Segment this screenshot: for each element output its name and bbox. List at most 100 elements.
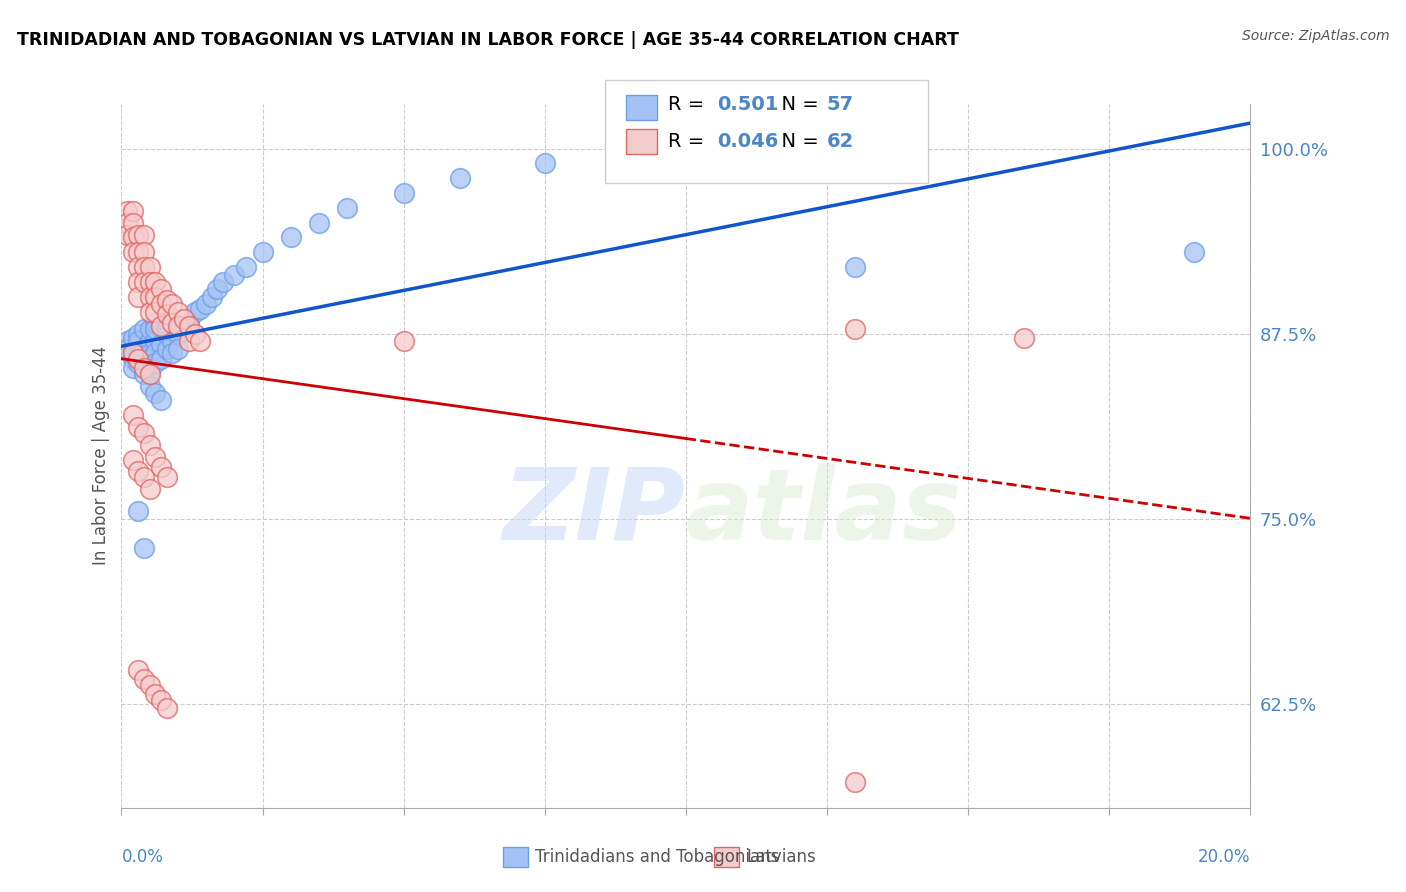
Point: [184, 326, 207, 341]
Point: [121, 216, 143, 230]
Point: [155, 326, 177, 341]
Point: [224, 268, 246, 282]
Y-axis label: In Labor Force | Age 35-44: In Labor Force | Age 35-44: [93, 346, 110, 566]
Point: [167, 319, 190, 334]
Point: [143, 687, 166, 701]
Point: [280, 230, 302, 244]
Point: [155, 342, 177, 356]
Point: [132, 227, 155, 242]
Text: Trinidadians and Tobagonians: Trinidadians and Tobagonians: [536, 848, 780, 866]
Text: 0.501: 0.501: [717, 95, 779, 114]
Point: [160, 334, 183, 348]
Point: [173, 312, 195, 326]
Point: [143, 346, 166, 360]
Point: [132, 470, 155, 484]
Point: [155, 701, 177, 715]
Text: N =: N =: [769, 95, 825, 114]
Text: ZIP: ZIP: [503, 464, 686, 561]
Text: R =: R =: [668, 95, 710, 114]
Point: [138, 322, 160, 336]
Point: [115, 342, 138, 356]
Point: [160, 317, 183, 331]
Point: [1014, 331, 1036, 345]
Point: [121, 346, 143, 360]
Point: [127, 504, 149, 518]
Point: [336, 201, 359, 215]
Point: [132, 367, 155, 381]
Point: [844, 322, 866, 336]
Point: [127, 465, 149, 479]
Point: [149, 337, 172, 351]
Point: [132, 245, 155, 260]
Point: [127, 356, 149, 370]
Point: [138, 275, 160, 289]
Point: [127, 260, 149, 274]
Point: [132, 425, 155, 440]
Point: [138, 482, 160, 496]
Point: [184, 304, 207, 318]
Point: [149, 319, 172, 334]
Point: [149, 692, 172, 706]
Point: [138, 678, 160, 692]
Point: [190, 301, 212, 316]
Text: Source: ZipAtlas.com: Source: ZipAtlas.com: [1241, 29, 1389, 43]
Text: R =: R =: [668, 132, 710, 151]
Point: [138, 346, 160, 360]
Point: [143, 334, 166, 348]
Point: [235, 260, 257, 274]
Point: [143, 386, 166, 401]
Point: [138, 364, 160, 378]
Point: [167, 342, 190, 356]
Point: [149, 319, 172, 334]
Point: [149, 351, 172, 366]
Point: [127, 663, 149, 677]
Point: [115, 216, 138, 230]
Point: [167, 304, 190, 318]
Point: [143, 304, 166, 318]
Text: N =: N =: [769, 132, 825, 151]
Point: [449, 171, 471, 186]
Point: [143, 322, 166, 336]
Text: 57: 57: [827, 95, 853, 114]
Point: [195, 297, 218, 311]
Point: [160, 346, 183, 360]
Point: [115, 227, 138, 242]
Point: [132, 360, 155, 375]
Point: [127, 275, 149, 289]
Point: [201, 290, 224, 304]
Point: [155, 293, 177, 307]
Point: [143, 450, 166, 464]
Point: [179, 334, 201, 348]
Point: [127, 351, 149, 366]
Point: [132, 260, 155, 274]
Point: [155, 308, 177, 322]
Point: [533, 156, 555, 170]
Point: [138, 378, 160, 392]
Point: [155, 322, 177, 336]
Text: Latvians: Latvians: [747, 848, 815, 866]
Point: [138, 260, 160, 274]
Point: [127, 326, 149, 341]
Point: [844, 775, 866, 789]
Text: 20.0%: 20.0%: [1198, 847, 1250, 866]
Point: [308, 216, 330, 230]
Point: [392, 334, 415, 348]
Point: [121, 452, 143, 467]
Point: [121, 408, 143, 422]
Point: [392, 186, 415, 200]
Point: [121, 351, 143, 366]
Point: [115, 334, 138, 348]
Point: [121, 360, 143, 375]
Point: [844, 260, 866, 274]
Point: [143, 356, 166, 370]
Point: [121, 230, 143, 244]
Point: [138, 334, 160, 348]
Point: [179, 317, 201, 331]
Point: [138, 367, 160, 381]
Point: [190, 334, 212, 348]
Text: 0.046: 0.046: [717, 132, 779, 151]
Point: [138, 290, 160, 304]
Point: [143, 290, 166, 304]
Point: [155, 470, 177, 484]
Point: [179, 319, 201, 334]
